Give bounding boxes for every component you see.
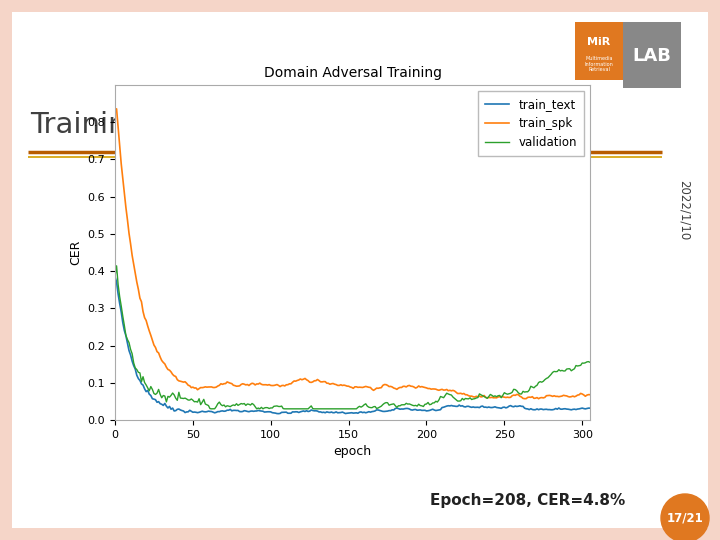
validation: [397, 402, 406, 408]
validation: [232, 401, 240, 407]
validation: [514, 389, 523, 396]
Y-axis label: CER: CER: [69, 240, 82, 265]
validation: [413, 403, 421, 409]
train_spk: [411, 385, 420, 392]
validation: [207, 406, 216, 412]
Text: LAB: LAB: [633, 47, 672, 65]
train_text: [513, 403, 521, 410]
train_text: [589, 404, 598, 410]
train_spk: [230, 382, 239, 389]
Line: train_spk: train_spk: [115, 109, 593, 399]
train_text: [274, 410, 283, 417]
validation: [264, 404, 272, 411]
Text: MiR: MiR: [588, 37, 611, 47]
Text: Multimedia
Information
Retrieval: Multimedia Information Retrieval: [585, 56, 613, 72]
Text: Training Plot and Result - DAT: Training Plot and Result - DAT: [30, 111, 459, 139]
Line: train_text: train_text: [115, 276, 593, 414]
Text: Epoch=208, CER=4.8%: Epoch=208, CER=4.8%: [430, 492, 625, 508]
train_spk: [112, 106, 121, 112]
Title: Domain Adversal Training: Domain Adversal Training: [264, 66, 441, 80]
train_spk: [262, 381, 271, 388]
validation: [433, 399, 441, 405]
train_text: [431, 407, 440, 414]
train_spk: [513, 391, 521, 397]
train_spk: [534, 395, 543, 402]
validation: [589, 357, 598, 364]
Circle shape: [661, 494, 709, 540]
Line: validation: validation: [115, 266, 593, 409]
validation: [111, 273, 120, 280]
train_text: [411, 406, 420, 413]
train_spk: [396, 384, 405, 390]
Bar: [623, 22, 681, 88]
Text: 17/21: 17/21: [667, 511, 703, 524]
validation: [112, 262, 121, 269]
train_spk: [111, 108, 120, 114]
train_spk: [589, 392, 598, 399]
train_text: [111, 273, 120, 280]
Text: 2022/1/10: 2022/1/10: [678, 180, 690, 240]
train_text: [229, 407, 238, 414]
X-axis label: epoch: epoch: [333, 446, 372, 458]
Bar: [575, 22, 623, 80]
Legend: train_text, train_spk, validation: train_text, train_spk, validation: [478, 91, 584, 156]
train_text: [260, 409, 269, 415]
train_spk: [431, 386, 440, 393]
train_text: [396, 406, 405, 413]
